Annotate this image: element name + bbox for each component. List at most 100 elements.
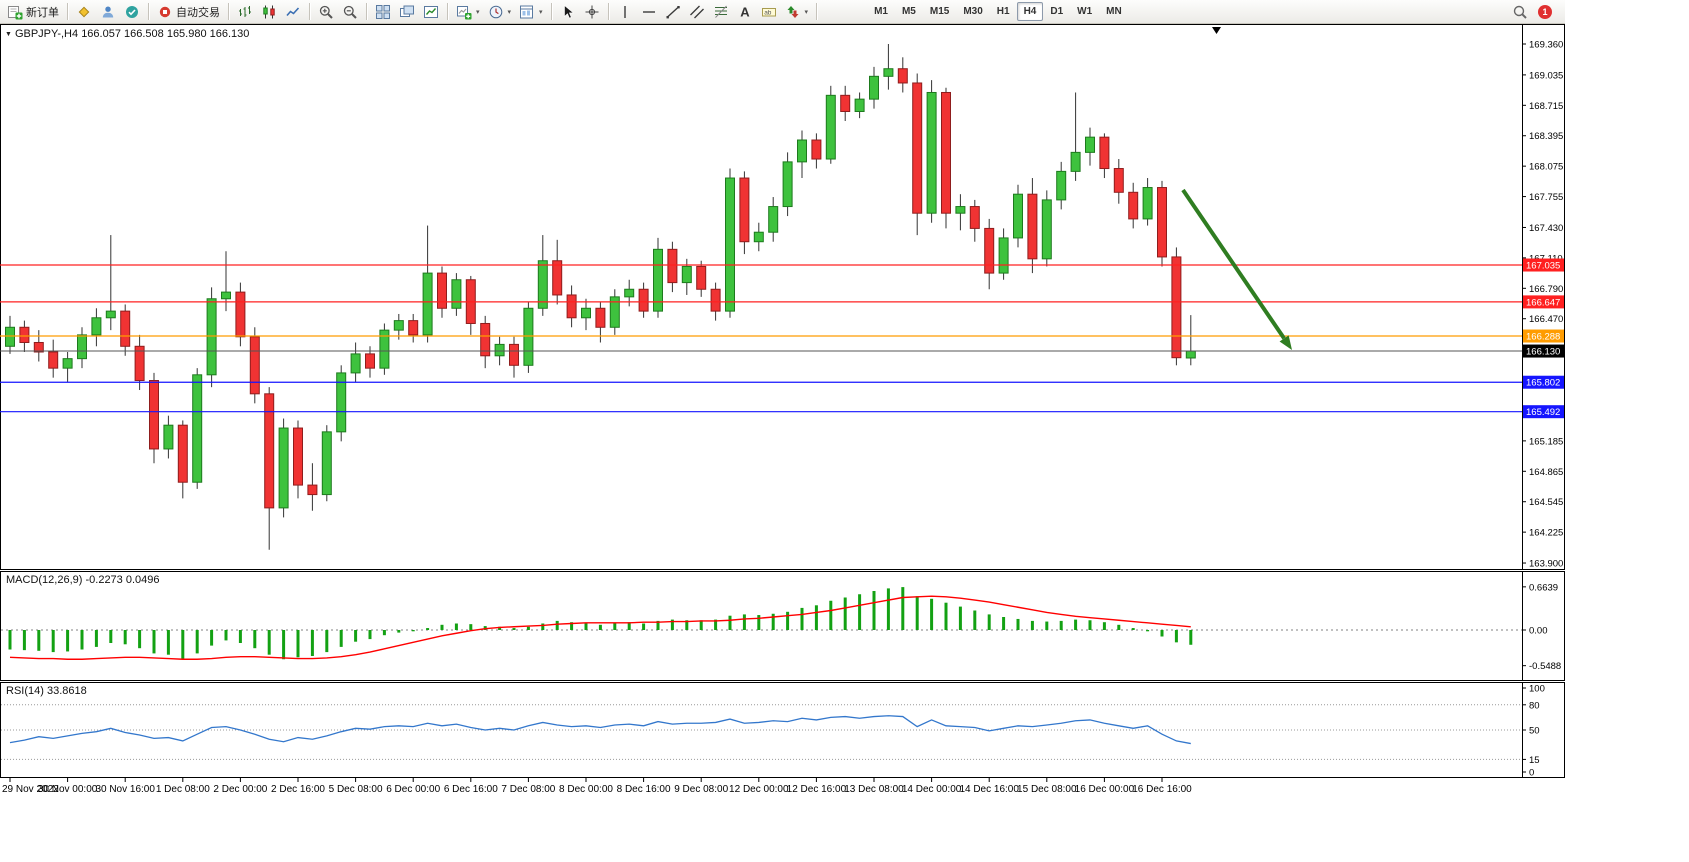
chart-shift-marker[interactable] <box>1212 27 1221 34</box>
price-tag <box>1523 295 1564 309</box>
candle-up <box>321 431 332 496</box>
candle-down <box>177 424 188 483</box>
candle-up <box>1056 170 1067 201</box>
candle-down <box>264 393 275 509</box>
timeframe-button-m5[interactable]: M5 <box>901 6 916 17</box>
candle-down <box>33 341 44 353</box>
time-axis-label: 14 Dec 16:00 <box>959 784 1019 795</box>
timeframe-button-m15[interactable]: M15 <box>929 6 950 17</box>
bar-chart-button[interactable] <box>233 2 257 22</box>
zoom-out-button[interactable] <box>338 2 362 22</box>
candle-down <box>1128 191 1139 220</box>
crosshair-icon <box>585 5 599 18</box>
zoom-in-icon <box>319 5 333 19</box>
time-axis-label: 2 Dec 16:00 <box>271 784 325 795</box>
candle-down <box>1157 187 1167 258</box>
arrow-objects-icon <box>787 5 799 18</box>
candle-up <box>768 206 779 233</box>
rsi-axis-label: 15 <box>1529 755 1540 766</box>
toolbar-separator <box>228 3 229 20</box>
arrow-objects-button[interactable]: ▾ <box>781 2 813 22</box>
zoom-in-button[interactable] <box>314 2 338 22</box>
tile-windows-button[interactable] <box>371 2 395 22</box>
time-axis-label: 5 Dec 08:00 <box>329 784 383 795</box>
crosshair-button[interactable] <box>580 2 604 22</box>
price-tick-label: 164.545 <box>1529 497 1563 508</box>
candlestick-chart-button[interactable] <box>257 2 281 22</box>
vertical-line-button[interactable] <box>613 2 637 22</box>
clock-icon <box>489 5 502 18</box>
candle-down <box>1113 168 1124 193</box>
cursor-button[interactable] <box>556 2 580 22</box>
time-axis[interactable]: 29 Nov 2022 30 Nov 00:00 30 Nov 16:00 1 Dec… <box>0 778 1565 798</box>
text-button[interactable]: A <box>733 2 757 22</box>
candle-up <box>537 260 548 309</box>
candle-down <box>566 294 577 319</box>
ohlc-toggle-icon[interactable]: ▼ <box>5 31 12 38</box>
candle-down <box>969 206 980 229</box>
toolbar-separator <box>607 3 609 20</box>
templates-button[interactable]: ▾ <box>515 2 547 22</box>
trend-arrow-object[interactable] <box>1181 188 1286 340</box>
search-button[interactable] <box>1508 2 1532 22</box>
new-chart-button[interactable]: ▾ <box>452 2 484 22</box>
toolbar-separator <box>309 3 310 20</box>
arrange-windows-icon <box>424 5 438 18</box>
candle-down <box>811 139 822 160</box>
candle-up <box>1013 193 1023 239</box>
candle-up <box>797 139 807 163</box>
candle-up <box>753 231 764 243</box>
candle-up <box>681 265 692 284</box>
text-label-button[interactable]: ab <box>757 2 781 22</box>
periodicity-button[interactable]: ▾ <box>484 2 516 22</box>
candle-down <box>509 343 519 366</box>
market-button[interactable] <box>120 2 144 22</box>
time-axis-label: 13 Dec 08:00 <box>844 784 904 795</box>
cascade-windows-button[interactable] <box>395 2 419 22</box>
candle-up <box>163 424 174 450</box>
notification-badge[interactable]: 1 <box>1538 5 1552 19</box>
macd-panel[interactable]: 0.6639 0.00 -0.5488 <box>0 571 1565 681</box>
candle-down <box>293 427 303 486</box>
timeframe-button-w1[interactable]: W1 <box>1077 6 1093 17</box>
candle-up <box>336 372 347 433</box>
main-chart-panel[interactable]: 169.360 169.035 168.715 168.395 168.075 167.7… <box>0 24 1565 570</box>
timeframe-button-h1[interactable]: H1 <box>996 6 1010 17</box>
timeframe-button-h4[interactable]: H4 <box>1016 2 1044 21</box>
price-tag-label: 166.130 <box>1526 347 1560 358</box>
timeframe-button-m1[interactable]: M1 <box>874 6 888 17</box>
arrange-windows-button[interactable] <box>419 2 443 22</box>
time-axis-label: 8 Dec 16:00 <box>617 784 671 795</box>
autotrading-button[interactable]: 自动交易 <box>153 2 224 22</box>
price-tick-label: 168.395 <box>1529 131 1563 142</box>
candle-up <box>206 298 217 376</box>
price-tick-label: 169.360 <box>1529 40 1563 51</box>
time-axis-label: 15 Dec 08:00 <box>1017 784 1077 795</box>
macd-signal-line <box>9 595 1191 660</box>
metaeditor-button[interactable] <box>72 2 96 22</box>
candle-down <box>667 248 678 284</box>
fibonacci-button[interactable] <box>709 2 733 22</box>
timeframe-button-mn[interactable]: MN <box>1106 6 1122 17</box>
time-axis-label: 29 Nov 2022 <box>2 784 59 795</box>
line-chart-button[interactable] <box>281 2 305 22</box>
equidistant-channel-button[interactable] <box>685 2 709 22</box>
new-chart-icon <box>457 5 472 19</box>
candle-down <box>235 291 246 338</box>
timeframe-button-d1[interactable]: D1 <box>1050 6 1064 17</box>
candle-up <box>1185 350 1196 359</box>
horizontal-line-button[interactable] <box>637 2 661 22</box>
new-order-button[interactable]: 新订单 <box>3 2 63 22</box>
price-tick-label: 169.035 <box>1529 70 1563 81</box>
rsi-panel[interactable]: 100 80 50 15 0 <box>0 682 1565 778</box>
price-tag-label: 167.035 <box>1526 261 1560 272</box>
candle-down <box>912 82 923 214</box>
time-axis-label: 9 Dec 08:00 <box>674 784 728 795</box>
candle-up <box>581 307 591 319</box>
candle-up <box>62 358 73 369</box>
candle-down <box>1099 136 1110 170</box>
signals-button[interactable] <box>96 2 120 22</box>
candle-down <box>1171 256 1182 359</box>
trendline-button[interactable] <box>661 2 685 22</box>
timeframe-button-m30[interactable]: M30 <box>963 6 983 17</box>
